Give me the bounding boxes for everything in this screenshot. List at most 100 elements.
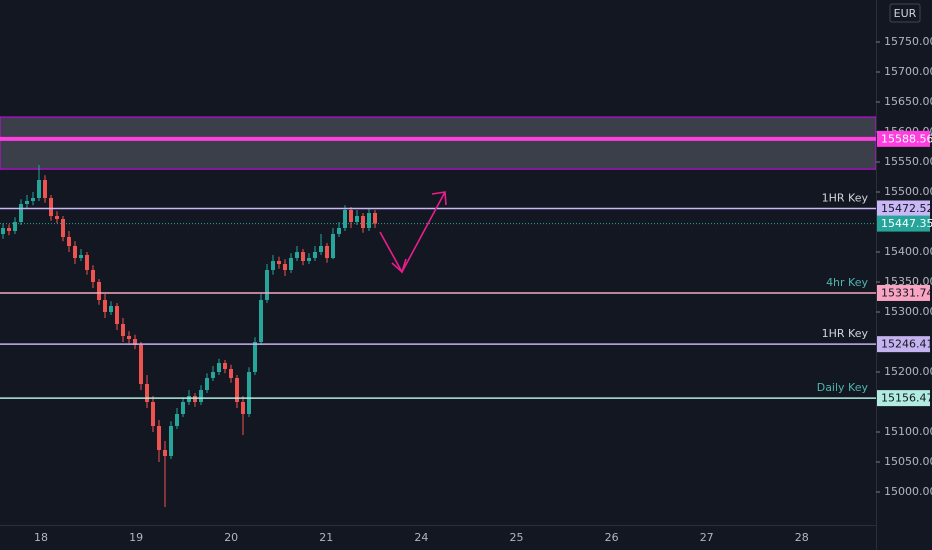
candle-body <box>175 414 179 426</box>
candle-body <box>187 396 191 402</box>
x-tick-label: 18 <box>34 531 48 544</box>
level-price-label: 15588.56 <box>881 132 932 145</box>
candle-body <box>145 384 149 402</box>
candle-body <box>235 378 239 402</box>
x-tick-label: 25 <box>510 531 524 544</box>
candle-body <box>73 246 77 258</box>
candle-body <box>313 252 317 258</box>
candle-body <box>259 300 263 342</box>
candle-body <box>373 213 377 224</box>
arrow-annotation <box>379 191 447 274</box>
candle-body <box>253 342 257 372</box>
candle-body <box>307 258 311 261</box>
candle-body <box>277 261 281 264</box>
currency-box[interactable] <box>889 3 921 23</box>
candle-body <box>367 213 371 228</box>
candle-body <box>265 270 269 300</box>
candle-body <box>331 234 335 258</box>
candle-body <box>241 402 245 414</box>
last-price-box <box>877 215 930 232</box>
candle-body <box>361 216 365 228</box>
candle-body <box>139 345 143 384</box>
x-tick-label: 27 <box>700 531 714 544</box>
candle-body <box>211 372 215 378</box>
candle-body <box>283 264 287 270</box>
candle-body <box>349 210 353 222</box>
candle-body <box>19 204 23 222</box>
candle-body <box>61 219 65 237</box>
candle-body <box>25 201 29 204</box>
candle-body <box>223 363 227 369</box>
candle-body <box>325 246 329 258</box>
y-tick-label: 15650.00 <box>884 95 932 108</box>
level-price-label: 15246.41 <box>881 338 932 351</box>
level-price-label: 15472.52 <box>881 202 932 215</box>
level-price-box <box>877 390 930 407</box>
candle-body <box>103 300 107 312</box>
candle-body <box>7 228 11 231</box>
candle-body <box>355 216 359 222</box>
candle-body <box>229 369 233 378</box>
candle-body <box>97 282 101 300</box>
candle-body <box>271 261 275 270</box>
arrow-head <box>391 258 407 274</box>
y-tick-label: 15700.00 <box>884 65 932 78</box>
candle-body <box>79 255 83 258</box>
x-tick-label: 21 <box>319 531 333 544</box>
candle-body <box>121 324 125 336</box>
candle-body <box>109 306 113 312</box>
plot-area: 1HR Key 4hr Key 1HR Key Daily Key <box>0 116 877 507</box>
candle-body <box>115 306 119 324</box>
candle-body <box>169 426 173 456</box>
level-price-box <box>877 200 930 217</box>
candle-body <box>133 339 137 345</box>
x-tick-label: 28 <box>795 531 809 544</box>
y-tick-label: 15100.00 <box>884 425 932 438</box>
y-tick-label: 15750.00 <box>884 35 932 48</box>
candle-body <box>37 180 41 198</box>
candle-body <box>181 402 185 414</box>
candle-body <box>163 450 167 456</box>
level-price-box <box>877 336 930 353</box>
candle-body <box>193 396 197 402</box>
level-name: Daily Key <box>817 381 869 394</box>
candle-body <box>43 180 47 198</box>
level-name: 4hr Key <box>826 276 868 289</box>
candle-body <box>13 222 17 231</box>
x-tick-label: 24 <box>414 531 428 544</box>
candle-body <box>151 402 155 426</box>
candle-body <box>127 336 131 339</box>
candle-body <box>91 270 95 282</box>
y-tick-label: 15200.00 <box>884 365 932 378</box>
candle-body <box>247 372 251 414</box>
price-axis: 15750.0015700.0015650.0015600.0015550.00… <box>876 35 932 498</box>
candle-body <box>157 426 161 450</box>
level-name: 1HR Key <box>822 327 869 340</box>
y-tick-label: 15350.00 <box>884 275 932 288</box>
candle-body <box>31 198 35 201</box>
candle-body <box>205 378 209 390</box>
candle-body <box>343 210 347 228</box>
y-tick-label: 15300.00 <box>884 305 932 318</box>
level-price-label: 15331.74 <box>881 286 932 299</box>
candle-body <box>67 237 71 246</box>
candle-body <box>85 255 89 270</box>
y-tick-label: 15400.00 <box>884 245 932 258</box>
zone <box>0 116 877 170</box>
y-tick-label: 15500.00 <box>884 185 932 198</box>
last-price-label: 15447.35 <box>881 217 932 230</box>
y-tick-label: 15050.00 <box>884 455 932 468</box>
x-tick-label: 20 <box>224 531 238 544</box>
candle-body <box>217 363 221 372</box>
candle-body <box>199 390 203 402</box>
candle-body <box>55 216 59 219</box>
currency: EUR <box>894 7 917 20</box>
candle-body <box>289 258 293 270</box>
x-tick-label: 26 <box>605 531 619 544</box>
level-name: 1HR Key <box>822 191 869 204</box>
y-tick-label: 15550.00 <box>884 155 932 168</box>
arrow-head <box>431 191 447 206</box>
candle-body <box>295 252 299 258</box>
candle-body <box>1 228 5 234</box>
